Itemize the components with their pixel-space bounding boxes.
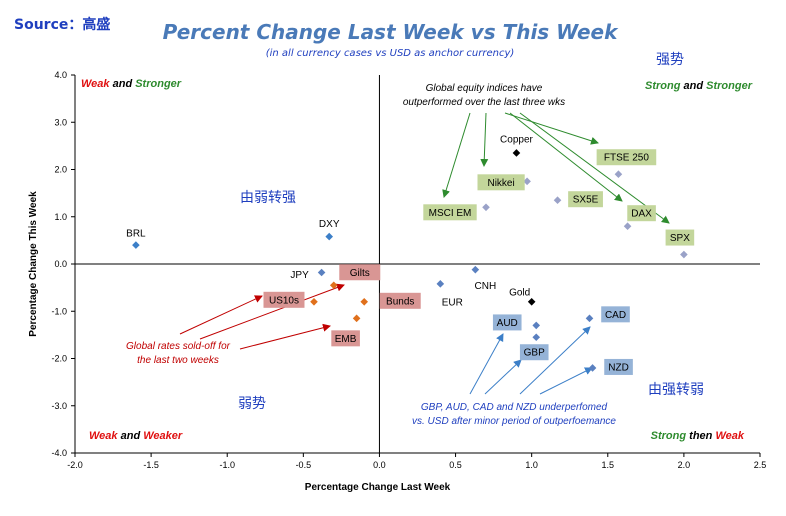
point-us10s-marker xyxy=(310,298,318,306)
y-tick-label: 3.0 xyxy=(54,117,67,127)
point-bunds-marker xyxy=(360,298,368,306)
point-gilts-label: Gilts xyxy=(350,268,370,279)
annotation-rates-line: Global rates sold-off for xyxy=(126,341,231,352)
y-tick-label: -2.0 xyxy=(51,354,67,364)
point-gold-label: Gold xyxy=(509,287,530,298)
annotation-fx-line: vs. USD after minor period of outperfoem… xyxy=(412,416,616,427)
point-nzd-label: NZD xyxy=(608,362,629,373)
quadrant-label-bottom-left-part: Weaker xyxy=(143,430,183,442)
fx-arrow xyxy=(485,360,521,394)
point-us10s-label: US10s xyxy=(269,295,299,306)
rates-arrow xyxy=(240,326,330,349)
equity-arrow xyxy=(484,113,486,166)
quadrant-label-top-right-part: Stronger xyxy=(706,80,753,92)
point-eur-label: EUR xyxy=(442,297,463,308)
annotation-equity-line: Global equity indices have xyxy=(426,83,543,94)
x-axis-title: Percentage Change Last Week xyxy=(305,482,451,493)
point-copper-marker xyxy=(513,149,521,157)
annotation-equity-line: outperformed over the last three wks xyxy=(403,97,565,108)
equity-arrow xyxy=(444,113,470,197)
point-ftse-250-marker xyxy=(615,170,623,178)
quadrant-label-top-right-part: and xyxy=(680,80,706,92)
point-emb-marker xyxy=(353,315,361,323)
x-tick-label: -0.5 xyxy=(296,460,312,470)
point-dax-marker xyxy=(624,222,632,230)
point-eur-marker xyxy=(437,280,445,288)
y-tick-label: 1.0 xyxy=(54,212,67,222)
x-tick-label: -1.0 xyxy=(219,460,235,470)
point-gold-marker xyxy=(528,298,536,306)
point-dxy-label: DXY xyxy=(319,219,340,230)
point-jpy-label: JPY xyxy=(290,270,309,281)
point-gbp-label: GBP xyxy=(524,348,545,359)
point-cnh-label: CNH xyxy=(475,281,497,292)
y-tick-label: 4.0 xyxy=(54,70,67,80)
fx-arrow xyxy=(540,368,592,394)
point-sx5e-label: SX5E xyxy=(573,195,599,206)
x-tick-label: 1.5 xyxy=(602,460,615,470)
point-cnh-marker xyxy=(472,266,480,274)
quadrant-label-bottom-right: Strong then Weak xyxy=(651,430,745,442)
label-weak: 弱势 xyxy=(238,396,266,412)
quadrant-label-top-right: Strong and Stronger xyxy=(645,80,753,92)
fx-arrow xyxy=(470,334,503,394)
fx-arrow xyxy=(520,327,590,394)
x-tick-label: -1.5 xyxy=(143,460,159,470)
annotation-rates-line: the last two weeks xyxy=(137,355,219,366)
point-nikkei-label: Nikkei xyxy=(487,178,514,189)
point-emb-label: EMB xyxy=(335,334,357,345)
point-spx-marker xyxy=(680,251,688,259)
point-sx5e-marker xyxy=(554,196,562,204)
y-tick-label: 2.0 xyxy=(54,165,67,175)
quadrant-label-top-left: Weak and Stronger xyxy=(81,78,182,90)
quadrant-label-bottom-left-part: and xyxy=(118,430,144,442)
annotation-fx-line: GBP, AUD, CAD and NZD underperfomed xyxy=(421,402,608,413)
y-axis-title: Percentage Change This Week xyxy=(28,191,39,337)
rates-arrow xyxy=(180,296,262,334)
point-msci-em-label: MSCI EM xyxy=(429,208,472,219)
label-strong: 强势 xyxy=(656,52,684,68)
quadrant-label-top-left-part: Stronger xyxy=(135,78,182,90)
point-cad-label: CAD xyxy=(605,310,626,321)
point-brl-label: BRL xyxy=(126,229,146,240)
x-tick-label: 1.0 xyxy=(525,460,538,470)
x-tick-label: 2.0 xyxy=(678,460,691,470)
point-jpy-marker xyxy=(318,269,326,277)
y-tick-label: -4.0 xyxy=(51,448,67,458)
point-gbp-marker xyxy=(532,333,540,341)
quadrant-label-bottom-right-part: Weak xyxy=(715,430,744,442)
point-nzd-marker xyxy=(589,364,597,372)
label-weak-to-strong: 由弱转强 xyxy=(240,190,296,206)
point-ftse-250-label: FTSE 250 xyxy=(604,153,649,164)
x-tick-label: -2.0 xyxy=(67,460,83,470)
point-dxy-marker xyxy=(325,233,333,241)
quadrant-label-bottom-right-part: Strong xyxy=(651,430,687,442)
scatter-chart: -2.0 -1.5 -1.0 -0.5 0.0 0.5 1.0 1.5 2.0 2.5 4.0 3.0… xyxy=(0,0,786,516)
quadrant-label-bottom-left-part: Weak xyxy=(89,430,118,442)
y-tick-label: 0.0 xyxy=(54,259,67,269)
y-tick-label: -1.0 xyxy=(51,306,67,316)
point-bunds-label: Bunds xyxy=(386,296,414,307)
quadrant-label-bottom-right-part: then xyxy=(686,430,715,442)
quadrant-label-top-left-part: Weak xyxy=(81,78,110,90)
point-dax-label: DAX xyxy=(631,209,652,220)
point-spx-label: SPX xyxy=(670,233,690,244)
point-cad-marker xyxy=(586,315,594,323)
quadrant-label-top-left-part: and xyxy=(110,78,136,90)
point-aud-label: AUD xyxy=(497,318,518,329)
point-aud-marker xyxy=(532,322,540,330)
x-tick-label: 0.5 xyxy=(449,460,462,470)
point-msci-em-marker xyxy=(482,204,490,212)
point-copper-label: Copper xyxy=(500,134,533,145)
point-brl-marker xyxy=(132,241,140,249)
quadrant-label-bottom-left: Weak and Weaker xyxy=(89,430,183,442)
y-tick-label: -3.0 xyxy=(51,401,67,411)
x-tick-label: 0.0 xyxy=(373,460,386,470)
x-tick-label: 2.5 xyxy=(754,460,767,470)
label-strong-to-weak: 由强转弱 xyxy=(648,382,704,398)
quadrant-label-top-right-part: Strong xyxy=(645,80,681,92)
